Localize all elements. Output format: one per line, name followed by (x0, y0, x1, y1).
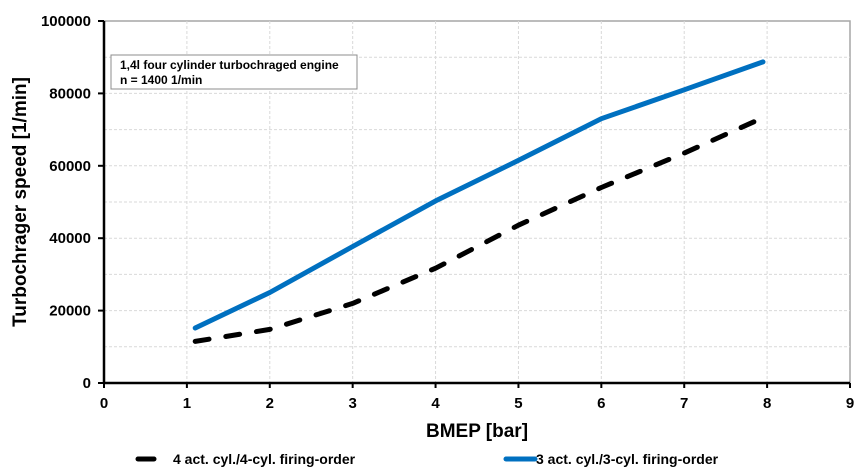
y-tick-label: 40000 (49, 230, 91, 247)
y-tick-label: 20000 (49, 303, 91, 320)
y-axis-title: Turbochrager speed [1/min] (10, 77, 31, 327)
data-series (192, 59, 766, 344)
y-tick-label: 0 (83, 375, 91, 392)
x-tick-label: 2 (266, 395, 274, 412)
x-tick-label: 0 (100, 395, 108, 412)
legend-item-4cyl: 4 act. cyl./4-cyl. firing-order (135, 451, 356, 467)
y-tick-label: 60000 (49, 158, 91, 175)
series-line-4cyl (192, 115, 766, 344)
x-tick-label: 5 (514, 395, 522, 412)
x-tick-label: 3 (348, 395, 356, 412)
x-tick-label: 6 (597, 395, 605, 412)
legend-item-3cyl: 3 act. cyl./3-cyl. firing-order (503, 451, 719, 467)
x-tick-label: 7 (680, 395, 688, 412)
legend-label-4cyl: 4 act. cyl./4-cyl. firing-order (173, 451, 356, 467)
annotation-line-2: n = 1400 1/min (120, 73, 202, 87)
legend-label-3cyl: 3 act. cyl./3-cyl. firing-order (536, 451, 719, 467)
y-tick-label: 80000 (49, 85, 91, 102)
series-line-3cyl (192, 59, 766, 331)
legend: 4 act. cyl./4-cyl. firing-order 3 act. c… (135, 451, 719, 467)
x-tick-label: 1 (183, 395, 191, 412)
x-tick-label: 8 (763, 395, 771, 412)
x-tick-label: 4 (431, 395, 440, 412)
annotation-line-1: 1,4l four cylinder turbochraged engine (120, 58, 339, 72)
axes: 0 20000 40000 60000 80000 100000 0 1 2 3 4 5 6 7 8 9 (41, 13, 854, 412)
x-axis-title: BMEP [bar] (426, 421, 528, 442)
x-tick-label: 9 (846, 395, 854, 412)
y-tick-label: 100000 (41, 13, 91, 30)
annotation-box: 1,4l four cylinder turbochraged engine n… (110, 54, 358, 90)
